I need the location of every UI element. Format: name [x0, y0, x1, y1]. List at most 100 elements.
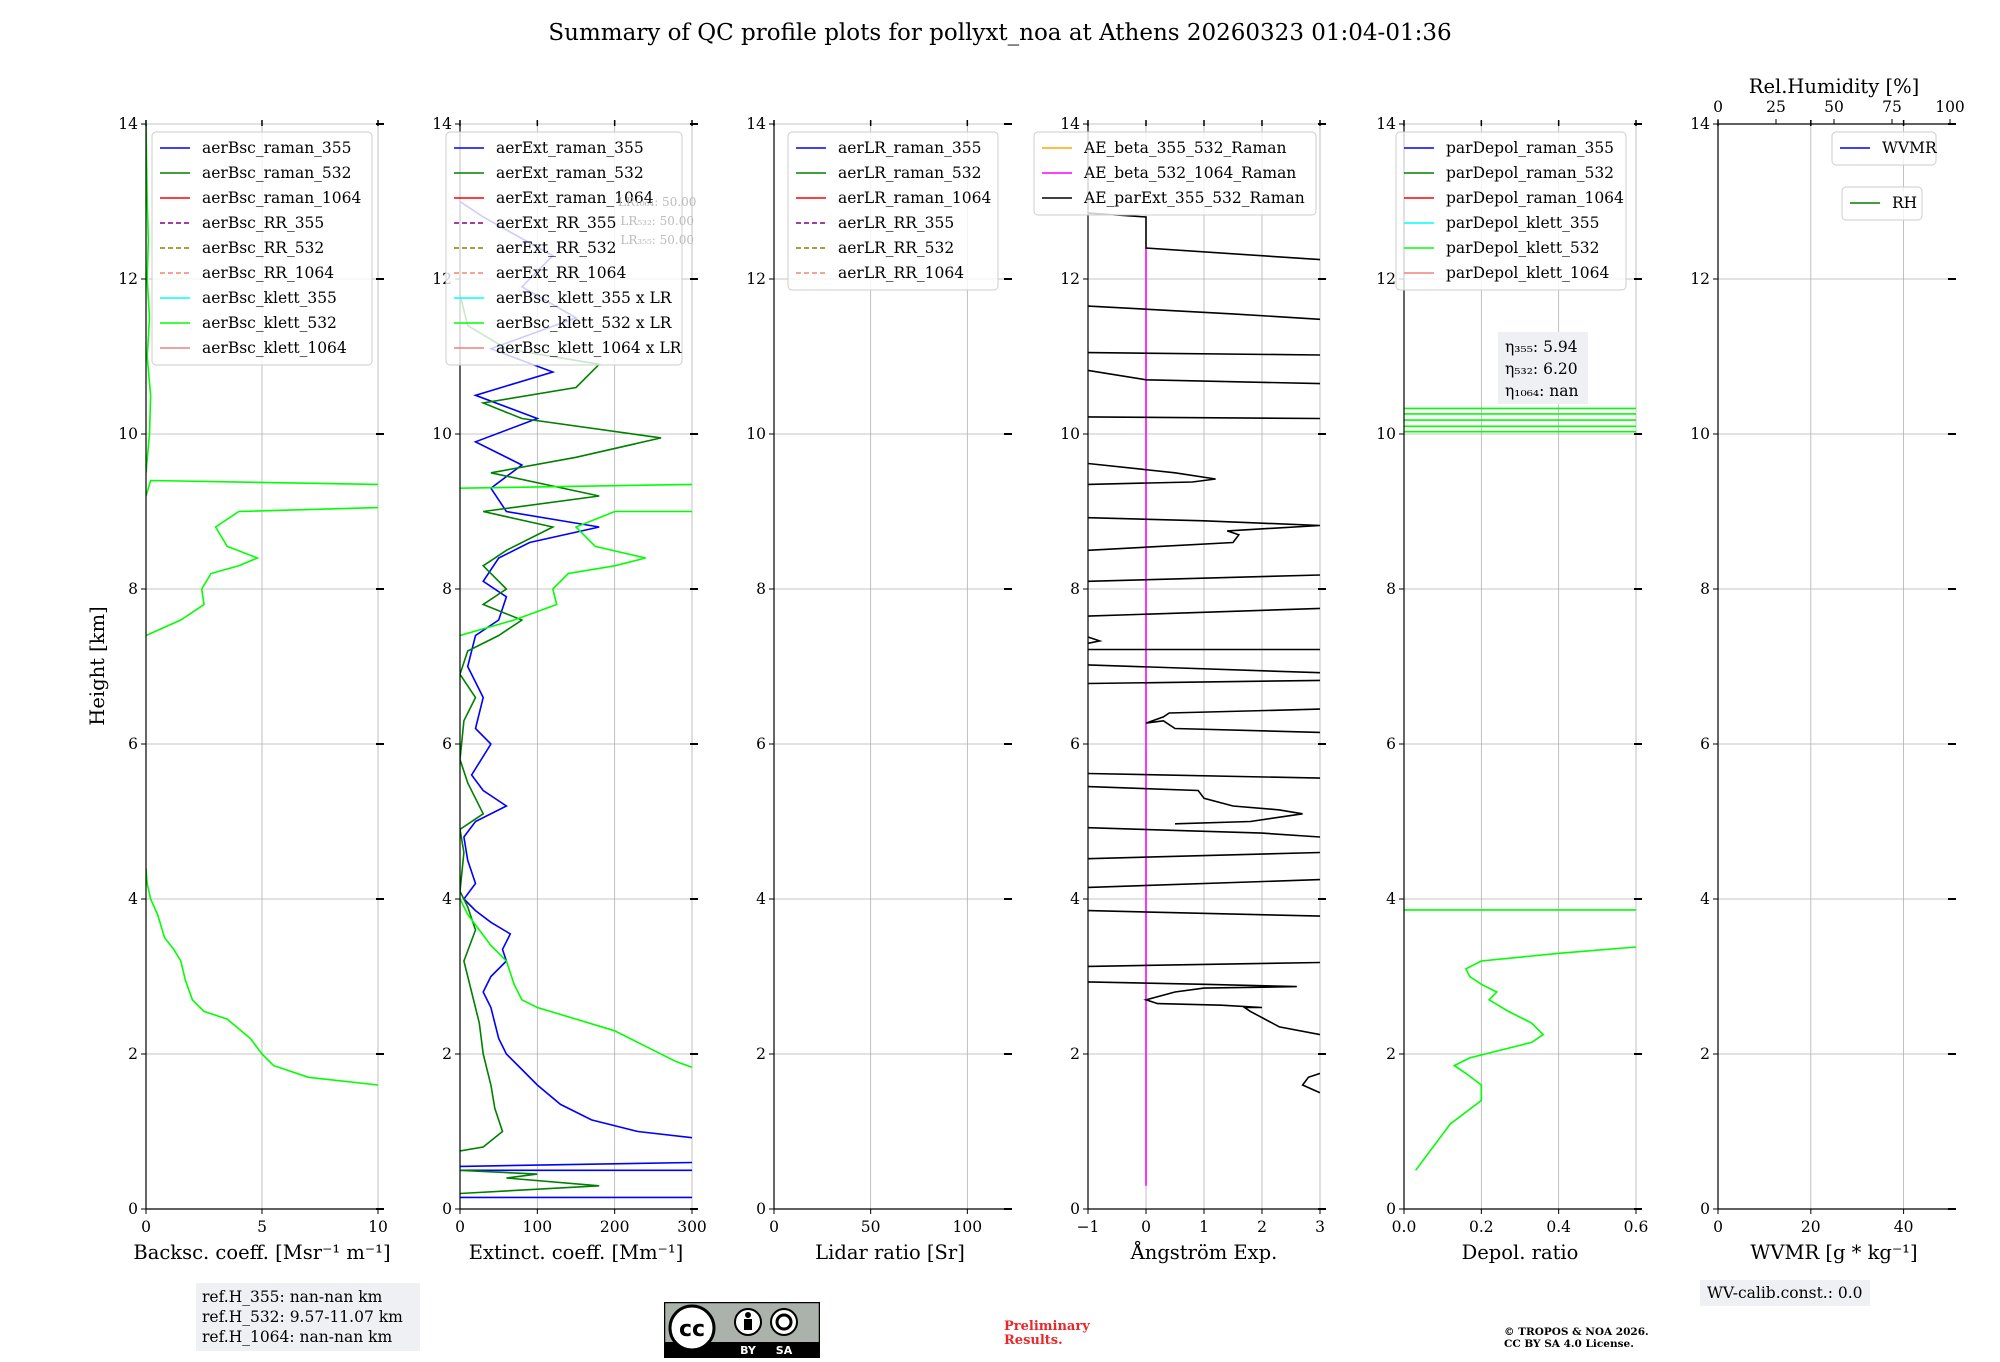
legend: aerExt_raman_355 aerExt_raman_532 aerExt_r…: [445, 131, 683, 366]
series-group: [1404, 407, 1636, 1171]
legend: aerLR_raman_355 aerLR_raman_532 aerLR_rama…: [787, 131, 999, 291]
legend-entry: parDepol_raman_1064: [1446, 189, 1624, 207]
x-tick-label: −1: [1077, 1218, 1100, 1236]
series-group: [460, 200, 692, 1199]
series-AE_parExt_355_532_Raman: [1088, 607, 1320, 617]
y-tick-label: 14: [746, 115, 766, 133]
legend-frame: [1831, 131, 1937, 166]
y-tick-label: 2: [1070, 1045, 1080, 1063]
cc-license-badge: cc BY SA: [663, 1301, 821, 1362]
series-parDepol_klett_532: [1414, 946, 1636, 1171]
eta-value: η₅₃₂: 6.20: [1505, 360, 1578, 378]
series-AE_parExt_355_532_Raman: [1088, 636, 1103, 645]
x-axis-label: Depol. ratio: [1462, 1241, 1579, 1264]
legend-entry: aerBsc_klett_355 x LR: [496, 289, 673, 307]
top-x-tick-label: 25: [1766, 98, 1786, 116]
y-tick-label: 14: [1060, 115, 1080, 133]
legend-entry: aerBsc_raman_1064: [202, 189, 362, 207]
series-group: [1088, 212, 1320, 1186]
y-tick-label: 10: [746, 425, 766, 443]
series-AE_parExt_355_532_Raman: [1088, 664, 1320, 674]
x-axis-label: WVMR [g * kg⁻¹]: [1750, 1241, 1917, 1264]
series-aerExt_raman_355: [460, 1161, 692, 1168]
legend-entry: aerLR_raman_1064: [838, 189, 991, 207]
series-aerBsc_klett_532: [146, 506, 378, 637]
y-tick-label: 0: [1070, 1200, 1080, 1218]
series-AE_parExt_355_532_Raman: [1088, 961, 1320, 968]
ref-height-1064: ref.H_1064: nan-nan km: [202, 1328, 393, 1346]
legend-rh: RH: [1841, 186, 1923, 221]
x-tick-label: 0: [455, 1218, 465, 1236]
series-AE_parExt_355_532_Raman: [1088, 679, 1320, 685]
legend-frame: [151, 131, 373, 366]
cc-by-sa-logo: cc BY SA: [663, 1301, 821, 1359]
x-tick-label: 0: [1713, 1218, 1723, 1236]
series-aerBsc_klett_532: [146, 479, 378, 497]
y-tick-label: 14: [1376, 115, 1396, 133]
x-tick-label: 300: [677, 1218, 707, 1236]
top-x-tick-label: 0: [1713, 98, 1723, 116]
legend-entry: RH: [1892, 194, 1917, 212]
series-AE_parExt_355_532_Raman: [1301, 1072, 1320, 1094]
legend-entry: aerBsc_klett_532 x LR: [496, 314, 673, 332]
y-tick-label: 4: [1700, 890, 1710, 908]
top-x-tick-label: 50: [1824, 98, 1844, 116]
legend-entry: AE_beta_532_1064_Raman: [1083, 164, 1296, 182]
preliminary-line-2: Results.: [1004, 1333, 1063, 1348]
y-tick-label: 0: [1386, 1200, 1396, 1218]
x-tick-label: 200: [600, 1218, 630, 1236]
y-tick-label: 12: [118, 270, 138, 288]
y-tick-label: 0: [442, 1200, 452, 1218]
legend-entry: aerExt_RR_1064: [496, 264, 627, 282]
series-AE_parExt_355_532_Raman: [1088, 878, 1320, 889]
series-AE_parExt_355_532_Raman: [1088, 416, 1320, 420]
series-aerBsc_klett_532 x LR: [460, 898, 692, 1068]
x-tick-label: 0: [141, 1218, 151, 1236]
y-tick-label: 8: [442, 580, 452, 598]
y-tick-label: 10: [432, 425, 452, 443]
series-AE_parExt_355_532_Raman: [1088, 369, 1320, 385]
y-tick-label: 10: [1060, 425, 1080, 443]
series-aerBsc_klett_532 x LR: [460, 483, 692, 489]
y-tick-label: 4: [128, 890, 138, 908]
page-title: Summary of QC profile plots for pollyxt_…: [548, 20, 1452, 46]
top-x-tick-label: 100: [1935, 98, 1965, 116]
x-tick-label: 20: [1801, 1218, 1821, 1236]
series-AE_parExt_355_532_Raman: [1088, 351, 1320, 356]
y-tick-label: 14: [1690, 115, 1710, 133]
panel-depol: 0 2 4 6 8 10 12 14 0.0 0.2 0.4 0.6 Depol. ratio parDe…: [1376, 115, 1648, 1264]
panel-lr: 0 2 4 6 8 10 12 14 0 50 100 Lidar ratio [Sr] aerLR_r…: [746, 115, 1012, 1264]
legend-entry: aerLR_raman_355: [838, 139, 981, 157]
x-axis-label: Backsc. coeff. [Msr⁻¹ m⁻¹]: [133, 1241, 390, 1264]
eta-box: η₃₅₅: 5.94 η₅₃₂: 6.20 η₁₀₆₄: nan: [1498, 332, 1588, 404]
y-tick-label: 0: [1700, 1200, 1710, 1218]
x-tick-label: 0.6: [1624, 1218, 1649, 1236]
y-tick-label: 6: [1700, 735, 1710, 753]
preliminary-line-1: Preliminary: [1004, 1319, 1090, 1334]
series-group: [146, 124, 378, 1086]
cc-by-label: BY: [740, 1344, 757, 1357]
y-tick-label: 2: [128, 1045, 138, 1063]
reference-height-box: ref.H_355: nan-nan km ref.H_532: 9.57-11…: [196, 1283, 420, 1351]
y-tick-label: 0: [756, 1200, 766, 1218]
y-tick-label: 4: [1070, 890, 1080, 908]
y-tick-label: 2: [442, 1045, 452, 1063]
series-aerExt_raman_532: [460, 1169, 600, 1195]
y-tick-label: 6: [1386, 735, 1396, 753]
legend: AE_beta_355_532_Raman AE_beta_532_1064_Ra…: [1033, 131, 1317, 216]
series-aerExt_raman_532: [460, 294, 662, 1152]
cc-sa-label: SA: [776, 1344, 793, 1357]
lr-annotation: LR₃₅₅: 50.00: [620, 233, 694, 247]
legend-entry: aerBsc_RR_1064: [202, 264, 334, 282]
x-tick-label: 0.4: [1546, 1218, 1571, 1236]
y-tick-label: 6: [1070, 735, 1080, 753]
legend-entry: aerBsc_klett_355: [202, 289, 337, 307]
legend-entry: parDepol_raman_532: [1446, 164, 1614, 182]
series-AE_parExt_355_532_Raman: [1088, 826, 1320, 838]
eta-value: η₃₅₅: 5.94: [1505, 338, 1578, 356]
legend-frame: [787, 131, 999, 291]
ref-height-532: ref.H_532: 9.57-11.07 km: [202, 1308, 403, 1326]
legend-entry: aerExt_RR_355: [496, 214, 617, 232]
y-tick-label: 6: [442, 735, 452, 753]
